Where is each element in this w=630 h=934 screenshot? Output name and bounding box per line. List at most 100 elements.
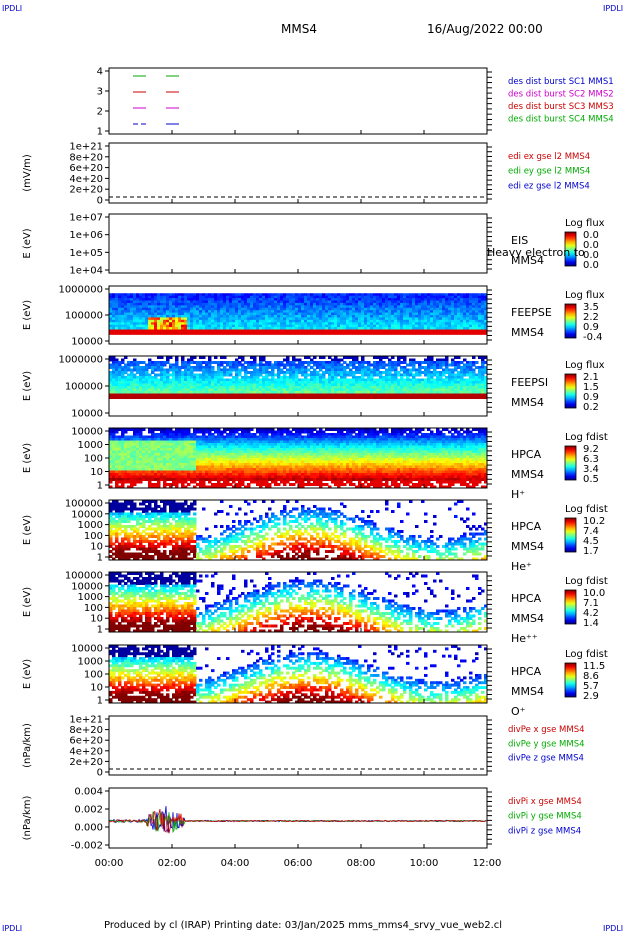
heatmap-cell bbox=[367, 317, 371, 321]
heatmap-cell bbox=[406, 388, 410, 392]
heatmap-cell bbox=[169, 327, 173, 330]
heatmap-cell bbox=[118, 485, 122, 489]
heatmap-cell bbox=[157, 363, 161, 367]
heatmap-cell bbox=[223, 388, 227, 392]
heatmap-cell bbox=[163, 478, 167, 481]
heatmap-cell bbox=[325, 317, 329, 321]
heatmap-cell bbox=[469, 388, 473, 392]
heatmap-cell bbox=[160, 388, 164, 392]
heatmap-cell bbox=[154, 465, 158, 469]
heatmap-cell bbox=[118, 317, 122, 321]
heatmap-cell bbox=[370, 310, 374, 314]
heatmap-cell bbox=[211, 458, 215, 461]
heatmap-cell bbox=[460, 393, 464, 397]
heatmap-cell bbox=[184, 473, 188, 476]
heatmap-cell bbox=[124, 391, 128, 394]
heatmap-cell bbox=[469, 371, 473, 374]
heatmap-cell bbox=[214, 329, 218, 333]
heatmap-cell bbox=[148, 366, 152, 369]
heatmap-cell bbox=[175, 386, 179, 389]
heatmap-cell bbox=[259, 331, 263, 335]
heatmap-cell bbox=[322, 396, 326, 399]
heatmap-cell bbox=[181, 366, 185, 369]
heatmap-cell bbox=[337, 388, 341, 392]
heatmap-cell bbox=[199, 391, 203, 394]
heatmap-cell bbox=[133, 440, 137, 444]
heatmap-cell bbox=[250, 307, 254, 311]
heatmap-cell bbox=[226, 312, 230, 316]
heatmap-cell bbox=[460, 381, 464, 384]
heatmap-cell bbox=[466, 391, 470, 394]
heatmap-cell bbox=[151, 453, 155, 456]
heatmap-cell bbox=[307, 329, 311, 333]
heatmap-cell bbox=[235, 358, 239, 362]
heatmap-cell bbox=[433, 293, 437, 297]
heatmap-cell bbox=[280, 329, 284, 333]
heatmap-cell bbox=[295, 386, 299, 389]
heatmap-cell bbox=[253, 378, 257, 382]
heatmap-cell bbox=[478, 373, 482, 377]
heatmap-cell bbox=[418, 307, 422, 311]
heatmap-cell bbox=[349, 393, 353, 397]
heatmap-cell bbox=[202, 483, 206, 486]
heatmap-cell bbox=[130, 388, 134, 392]
heatmap-cell bbox=[244, 300, 248, 304]
heatmap-cell bbox=[439, 366, 443, 369]
heatmap-cell bbox=[250, 293, 254, 297]
heatmap-cell bbox=[382, 371, 386, 374]
heatmap-cell bbox=[112, 305, 116, 309]
heatmap-cell bbox=[406, 312, 410, 316]
heatmap-cell bbox=[445, 393, 449, 397]
heatmap-cell bbox=[175, 433, 179, 436]
heatmap-cell bbox=[196, 381, 200, 384]
heatmap-cell bbox=[463, 305, 467, 309]
heatmap-cell bbox=[457, 376, 461, 379]
heatmap-cell bbox=[292, 363, 296, 367]
heatmap-cell bbox=[154, 366, 158, 369]
heatmap-cell bbox=[394, 383, 398, 387]
heatmap-cell bbox=[334, 356, 338, 359]
heatmap-cell bbox=[232, 329, 236, 333]
heatmap-cell bbox=[247, 363, 251, 367]
heatmap-cell bbox=[307, 381, 311, 384]
heatmap-cell bbox=[184, 440, 188, 444]
heatmap-cell bbox=[232, 378, 236, 382]
heatmap-cell bbox=[142, 315, 146, 318]
heatmap-cell bbox=[448, 317, 452, 321]
heatmap-cell bbox=[394, 322, 398, 326]
heatmap-cell bbox=[193, 475, 197, 479]
heatmap-cell bbox=[220, 393, 224, 397]
heatmap-cell bbox=[172, 433, 176, 436]
heatmap-cell bbox=[379, 327, 383, 330]
heatmap-cell bbox=[481, 317, 485, 321]
heatmap-cell bbox=[136, 327, 140, 330]
heatmap-cell bbox=[340, 295, 344, 299]
heatmap-cell bbox=[211, 317, 215, 321]
heatmap-cell bbox=[400, 356, 404, 359]
heatmap-cell bbox=[289, 293, 293, 297]
heatmap-cell bbox=[409, 295, 413, 299]
heatmap-cell bbox=[253, 310, 257, 314]
heatmap-cell bbox=[472, 371, 476, 374]
heatmap-cell bbox=[409, 331, 413, 335]
heatmap-cell bbox=[142, 373, 146, 377]
heatmap-cell bbox=[388, 386, 392, 389]
heatmap-cell bbox=[448, 324, 452, 328]
colorbar-title: Log flux bbox=[565, 290, 605, 301]
heatmap-cell bbox=[412, 361, 416, 364]
heatmap-cell bbox=[115, 443, 119, 446]
heatmap-cell bbox=[190, 356, 194, 359]
heatmap-cell bbox=[316, 293, 320, 297]
heatmap-cell bbox=[115, 470, 119, 474]
heatmap-cell bbox=[211, 453, 215, 456]
heatmap-cell bbox=[331, 300, 335, 304]
heatmap-cell bbox=[280, 302, 284, 306]
heatmap-cell bbox=[214, 460, 218, 464]
heatmap-cell bbox=[133, 433, 137, 436]
heatmap-cell bbox=[148, 430, 152, 434]
heatmap-cell bbox=[178, 393, 182, 397]
heatmap-cell bbox=[403, 295, 407, 299]
heatmap-cell bbox=[271, 366, 275, 369]
heatmap-cell bbox=[385, 319, 389, 323]
heatmap-cell bbox=[469, 293, 473, 297]
